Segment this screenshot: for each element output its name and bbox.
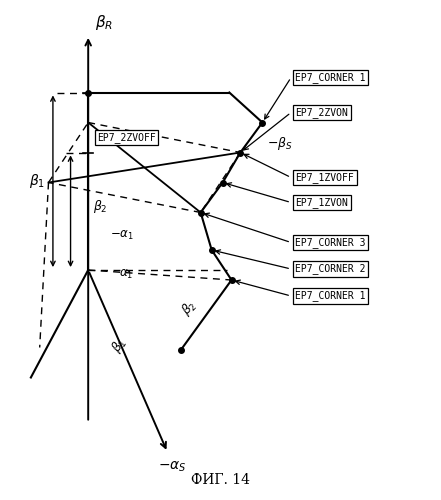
Text: $\beta_1$: $\beta_1$ bbox=[30, 172, 45, 190]
Text: $\alpha_1$: $\alpha_1$ bbox=[119, 268, 133, 280]
Text: EP7_1ZVON: EP7_1ZVON bbox=[295, 197, 348, 208]
Text: EP7_2ZVOFF: EP7_2ZVOFF bbox=[97, 132, 156, 143]
Text: EP7_CORNER 3: EP7_CORNER 3 bbox=[295, 237, 366, 248]
Text: $-\alpha_S$: $-\alpha_S$ bbox=[158, 460, 186, 474]
Text: EP7_CORNER 1: EP7_CORNER 1 bbox=[295, 290, 366, 302]
Text: $\beta_2$: $\beta_2$ bbox=[179, 296, 201, 318]
Text: $\beta_2$: $\beta_2$ bbox=[93, 198, 107, 215]
Text: EP7_1ZVOFF: EP7_1ZVOFF bbox=[295, 172, 354, 183]
Text: EP7_2ZVON: EP7_2ZVON bbox=[295, 107, 348, 118]
Text: $\beta_1$: $\beta_1$ bbox=[108, 334, 130, 356]
Text: $-\beta_S$: $-\beta_S$ bbox=[267, 135, 292, 152]
Text: EP7_CORNER 1: EP7_CORNER 1 bbox=[295, 72, 366, 83]
Text: ФИГ. 14: ФИГ. 14 bbox=[191, 474, 250, 488]
Text: $-\alpha_1$: $-\alpha_1$ bbox=[110, 230, 135, 242]
Text: $\beta_R$: $\beta_R$ bbox=[95, 14, 113, 32]
Text: EP7_CORNER 2: EP7_CORNER 2 bbox=[295, 264, 366, 274]
